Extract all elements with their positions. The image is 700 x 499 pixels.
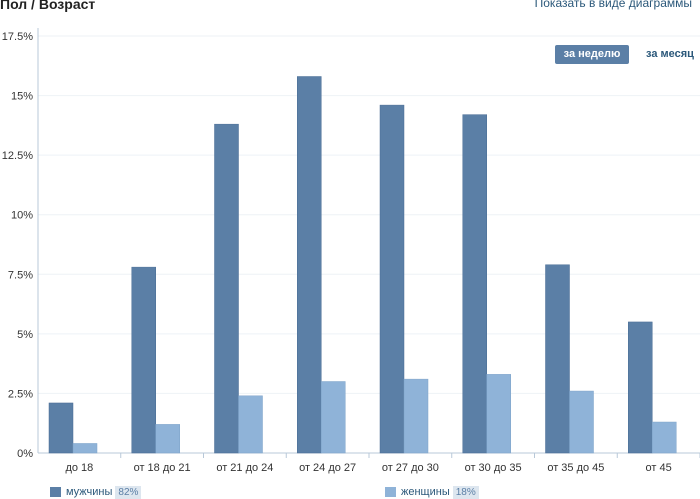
- x-tick-label: от 24 до 27: [299, 462, 356, 474]
- female-swatch: [385, 487, 396, 498]
- legend-female-label: женщины: [401, 486, 450, 498]
- y-tick-label: 5%: [17, 329, 33, 341]
- y-tick-label: 15%: [11, 91, 33, 103]
- bar-male[interactable]: [48, 402, 74, 454]
- bar-male[interactable]: [297, 76, 322, 454]
- bar-male[interactable]: [131, 266, 156, 454]
- male-swatch: [50, 487, 61, 498]
- period-week-button[interactable]: за неделю: [555, 45, 629, 64]
- x-tick-label: от 30 до 35: [465, 462, 522, 474]
- bar-female[interactable]: [652, 421, 677, 454]
- y-tick-label: 10%: [11, 210, 33, 222]
- bar-female[interactable]: [486, 374, 511, 454]
- legend-male-label: мужчины: [66, 486, 113, 498]
- x-tick-label: от 21 до 24: [216, 462, 273, 474]
- bar-male[interactable]: [214, 123, 239, 454]
- y-tick-label: 12.5%: [2, 150, 33, 162]
- y-tick-label: 7.5%: [8, 269, 33, 281]
- legend-female-percent: 18%: [452, 486, 479, 499]
- bar-male[interactable]: [462, 114, 487, 454]
- bar-male[interactable]: [379, 104, 405, 454]
- bar-female[interactable]: [403, 378, 429, 454]
- legend-item-female[interactable]: женщины 18%: [385, 486, 479, 499]
- bar-female[interactable]: [72, 443, 98, 454]
- show-chart-link[interactable]: Показать в виде диаграммы: [534, 0, 692, 10]
- bar-female[interactable]: [321, 381, 346, 454]
- page-title: Пол / Возраст: [0, 0, 96, 12]
- x-tick-label: до 18: [65, 462, 93, 474]
- bar-female[interactable]: [569, 390, 594, 454]
- legend-item-male[interactable]: мужчины 82%: [50, 486, 142, 499]
- y-tick-label: 17.5%: [2, 31, 33, 43]
- bar-male[interactable]: [628, 321, 653, 454]
- y-tick-label: 2.5%: [8, 388, 33, 400]
- x-tick-label: от 18 до 21: [134, 462, 191, 474]
- legend-male-percent: 82%: [115, 486, 142, 499]
- bar-female[interactable]: [238, 395, 263, 454]
- bar-female[interactable]: [155, 424, 180, 454]
- period-month-button[interactable]: за месяц: [646, 48, 694, 60]
- x-tick-label: от 45: [646, 462, 672, 474]
- x-tick-label: от 27 до 30: [382, 462, 439, 474]
- y-tick-label: 0%: [17, 448, 33, 460]
- bar-male[interactable]: [545, 264, 570, 454]
- x-tick-label: от 35 до 45: [547, 462, 604, 474]
